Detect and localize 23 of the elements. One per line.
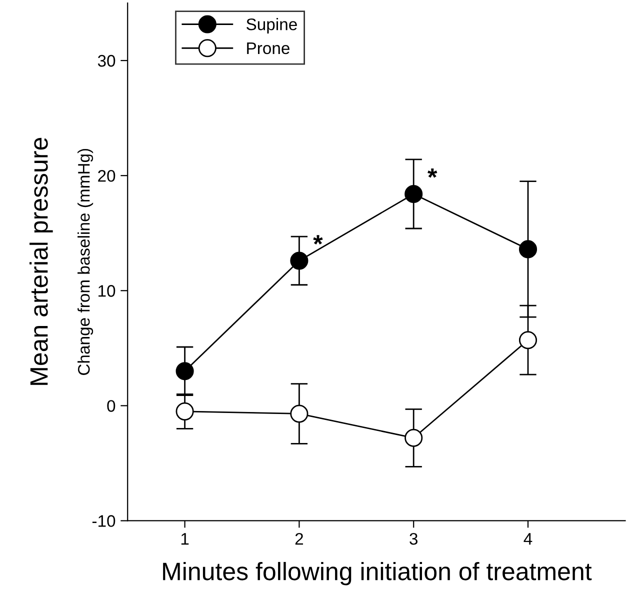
point [290,404,308,423]
y-tick-label: -10 [92,515,116,527]
legend-label: Prone [247,42,290,54]
point [290,252,308,270]
point [176,362,194,380]
y-axis-title: Mean arterial pressure Change from baseline (mmHg) [30,138,94,385]
annotation: * [428,168,438,178]
x-tick-label: 4 [524,533,532,545]
point [518,240,538,258]
legend-label: Supine [246,18,297,34]
x-tick-label: 2 [295,532,303,545]
y-tick-label: 0 [107,400,116,412]
x-tick-label: 1 [181,533,189,545]
y-tick-label: 10 [98,285,116,297]
point [404,428,423,447]
point [518,331,538,350]
x-axis-title: Minutes following initiation of treatment [163,562,592,586]
y-tick-label: 30 [98,54,116,67]
y-tick-label: 20 [98,170,116,182]
point [176,402,194,420]
point [404,184,423,204]
annotation: * [313,235,323,244]
x-tick-label: 3 [410,532,418,545]
